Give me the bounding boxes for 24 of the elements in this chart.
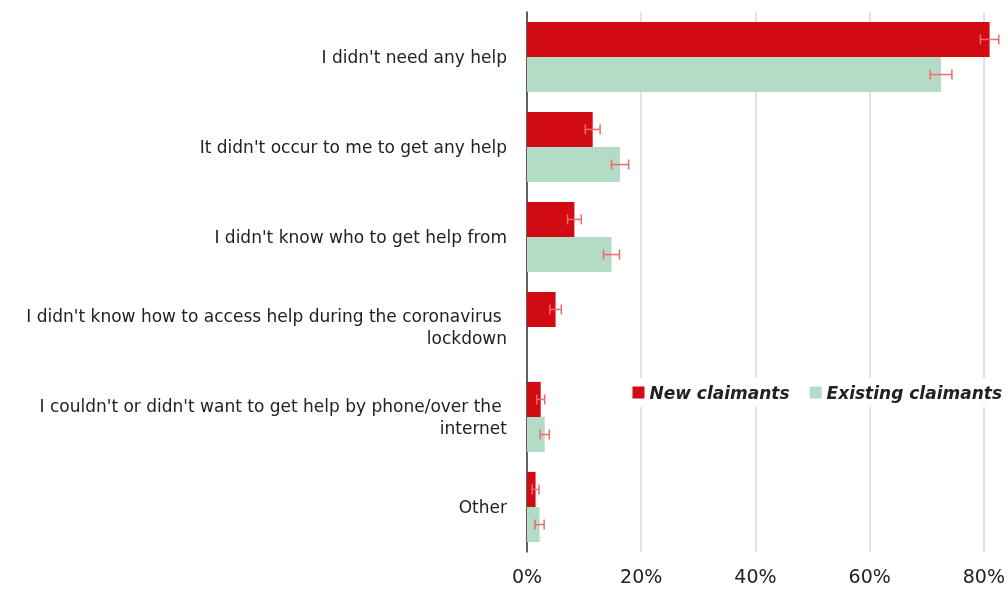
x-tick-label: 60%	[848, 564, 891, 587]
bar	[527, 21, 990, 57]
bar	[527, 57, 942, 93]
bar	[527, 381, 541, 417]
bar	[527, 201, 575, 237]
y-tick-label: Other	[458, 497, 507, 517]
bar	[527, 111, 593, 147]
x-tick-label: 40%	[734, 564, 777, 587]
bar	[527, 147, 621, 183]
y-tick-label: I didn't need any help	[321, 47, 507, 67]
x-tick-label: 80%	[962, 564, 1005, 587]
y-tick-label: I didn't know who to get help from	[214, 227, 507, 247]
bar	[527, 291, 556, 327]
y-tick-label: It didn't occur to me to get any help	[199, 137, 507, 157]
bar	[527, 507, 540, 543]
legend-label: Existing claimants	[826, 382, 1002, 403]
bar	[527, 417, 545, 453]
y-tick-label: I couldn't or didn't want to get help by phone/over the internet	[39, 396, 508, 438]
x-tick-label: 0%	[511, 564, 543, 587]
legend-label: New claimants	[649, 382, 790, 403]
bar	[527, 471, 536, 507]
x-tick-label: 20%	[620, 564, 663, 587]
bar	[527, 237, 612, 273]
y-tick-label: I didn't know how to access help during the coronavirus lockdown	[26, 306, 507, 348]
